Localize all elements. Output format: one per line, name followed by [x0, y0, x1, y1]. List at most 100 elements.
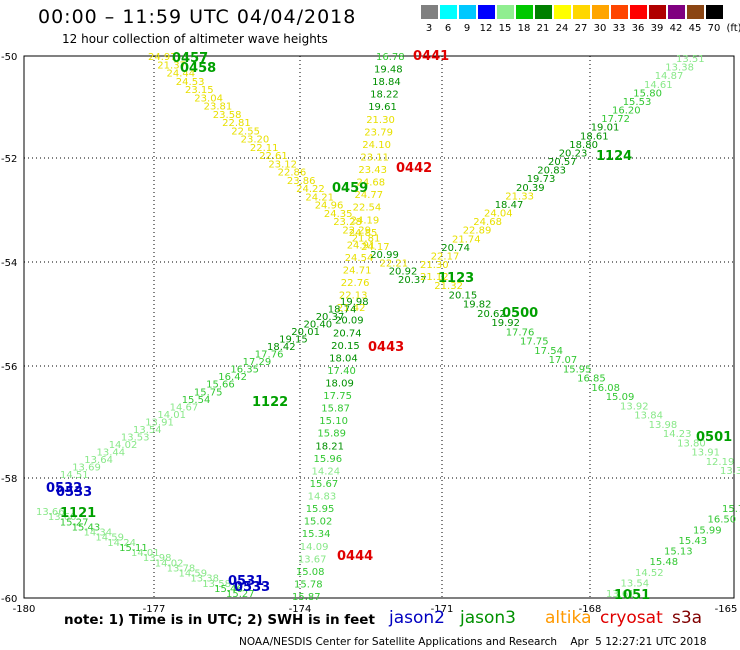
- longitude-label: -177: [143, 604, 166, 615]
- track-label: 0442: [396, 161, 432, 176]
- wave-height-value: 15.27: [60, 517, 89, 528]
- wave-height-value: 20.15: [331, 341, 360, 352]
- wave-height-value: 15.11: [119, 543, 148, 554]
- wave-height-value: 17.29: [243, 357, 272, 368]
- wave-height-value: 13.61: [606, 589, 635, 600]
- wave-height-value: 20.92: [389, 267, 418, 278]
- wave-height-value: 18.09: [325, 379, 354, 390]
- wave-height-value: 19.82: [463, 300, 492, 311]
- wave-height-value: 22.89: [463, 226, 492, 237]
- latitude-label: -52: [1, 154, 17, 165]
- wave-height-value: 20.74: [441, 243, 470, 254]
- wave-height-value: 13.66: [36, 507, 65, 518]
- wave-height-value: 13.44: [97, 447, 126, 458]
- wave-height-value: 14.83: [308, 492, 337, 503]
- color-scale-label: 70: [707, 23, 721, 34]
- wave-height-value: 23.11: [360, 153, 389, 164]
- wave-height-value: 22.55: [231, 126, 260, 137]
- wave-height-value: 21.74: [452, 234, 481, 245]
- wave-height-value: 15.96: [314, 454, 343, 465]
- wave-height-value: 13.54: [133, 425, 162, 436]
- color-scale-unit: (ft): [726, 23, 740, 34]
- wave-height-value: 24.10: [362, 140, 391, 151]
- wave-height-value: 15.34: [302, 529, 331, 540]
- wave-height-value: 24.97: [148, 52, 177, 63]
- wave-height-value: 22.21: [380, 259, 409, 270]
- wave-height-value: 24.77: [355, 190, 384, 201]
- wave-height-value: 22.81: [222, 118, 251, 129]
- wave-height-value: 20.74: [333, 328, 362, 339]
- wave-height-value: 24.53: [176, 77, 205, 88]
- wave-height-value: 13.98: [143, 553, 172, 564]
- wave-height-value: 20.40: [304, 320, 333, 331]
- color-scale-swatch: [611, 5, 628, 19]
- wave-height-value: 15.87: [292, 592, 321, 603]
- wave-height-value: 23.79: [364, 127, 393, 138]
- wave-height-value: 16.50: [708, 515, 737, 526]
- wave-height-value: 15.89: [317, 429, 346, 440]
- wave-height-value: 14.61: [644, 80, 673, 91]
- wave-height-value: 15.80: [633, 88, 662, 99]
- wave-height-value: 15.27: [226, 589, 255, 600]
- wave-height-value: 20.09: [335, 316, 364, 327]
- color-scale-label: 15: [498, 23, 512, 34]
- color-scale-swatch: [535, 5, 552, 19]
- wave-height-value: 18.42: [267, 342, 296, 353]
- track-label: 0458: [180, 61, 216, 76]
- wave-height-value: 15.87: [321, 404, 350, 415]
- wave-height-value: 16.85: [577, 374, 606, 385]
- wave-height-value: 24.04: [484, 209, 513, 220]
- wave-height-value: 23.12: [268, 159, 297, 170]
- wave-height-value: 24.54: [345, 253, 374, 264]
- wave-height-value: 23.58: [213, 110, 242, 121]
- wave-height-value: 20.15: [449, 291, 478, 302]
- color-scale-swatch: [421, 5, 438, 19]
- wave-height-value: 15.78: [294, 579, 323, 590]
- wave-height-value: 13.58: [202, 579, 231, 590]
- track-label: 0533: [234, 580, 270, 595]
- wave-height-value: 15.09: [606, 392, 635, 403]
- wave-height-value: 13.78: [167, 563, 196, 574]
- color-scale-swatch: [573, 5, 590, 19]
- wave-height-value: 18.21: [315, 441, 344, 452]
- footer-credit: NOAA/NESDIS Center for Satellite Applica…: [239, 636, 707, 648]
- track-label: 1051: [614, 588, 650, 603]
- wave-height-value: 20.39: [516, 183, 545, 194]
- wave-height-value: 14.87: [655, 71, 684, 82]
- map-title: 00:00 – 11:59 UTC 04/04/2018: [38, 6, 357, 28]
- wave-height-value: 16.35: [230, 365, 259, 376]
- wave-height-value: 18.61: [580, 131, 609, 142]
- wave-height-value: 13.51: [676, 54, 705, 65]
- wave-height-value: 21.12: [420, 272, 449, 283]
- wave-height-value: 14.24: [312, 466, 341, 477]
- wave-height-value: 23.15: [185, 85, 214, 96]
- color-scale-label: 36: [631, 23, 645, 34]
- wave-height-value: 23.43: [358, 165, 387, 176]
- track-label: 0500: [502, 306, 538, 321]
- wave-height-value: 14.02: [155, 558, 184, 569]
- track-label: 0441: [413, 49, 449, 64]
- wave-height-value: 13.53: [121, 432, 150, 443]
- satellite-legend-jason2: jason2: [389, 608, 445, 628]
- wave-height-value: 16.78: [376, 52, 405, 63]
- wave-height-value: 23.04: [194, 93, 223, 104]
- wave-height-value: 18.47: [495, 200, 524, 211]
- wave-height-value: 24.22: [296, 184, 325, 195]
- wave-height-value: 15.66: [206, 380, 235, 391]
- wave-height-value: 24.68: [473, 217, 502, 228]
- wave-height-value: 13.91: [691, 448, 720, 459]
- wave-height-value: 19.73: [527, 174, 556, 185]
- track-label: 0532: [46, 481, 82, 496]
- color-scale-label: 9: [463, 23, 471, 34]
- wave-height-value: 14.59: [179, 569, 208, 580]
- wave-height-value: 14.01: [131, 548, 160, 559]
- longitude-label: -165: [715, 604, 738, 615]
- color-scale-label: 42: [669, 23, 683, 34]
- wave-height-value: 17.40: [327, 366, 356, 377]
- track-label: 1123: [438, 271, 474, 286]
- wave-height-value: 19.92: [491, 318, 520, 329]
- wave-height-value: 22.29: [342, 225, 371, 236]
- wave-height-value: 15.46: [214, 584, 243, 595]
- wave-height-value: 15.67: [310, 479, 339, 490]
- units-note: note: 1) Time is in UTC; 2) SWH is in fe…: [64, 612, 375, 628]
